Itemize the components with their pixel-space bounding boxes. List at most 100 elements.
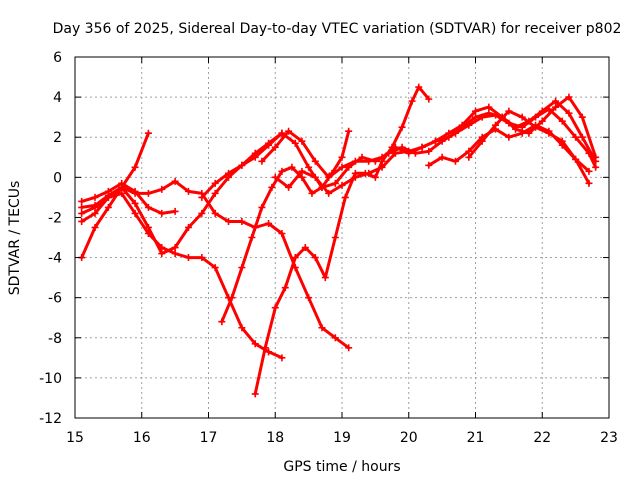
data-point-marker [265,139,273,147]
x-tick-label: 23 [600,430,618,446]
data-point-marker [211,209,219,217]
data-point-marker [545,129,553,137]
data-point-marker [184,254,192,262]
data-point-marker [431,137,439,145]
data-point-marker [318,183,326,191]
data-point-marker [532,113,540,121]
data-point-marker [78,197,86,205]
data-point-marker [445,129,453,137]
data-point-marker [532,123,540,131]
data-point-marker [91,203,99,211]
data-point-marker [131,209,139,217]
data-point-marker [118,189,126,197]
data-point-marker [278,354,286,362]
data-point-marker [131,199,139,207]
data-point-marker [578,133,586,141]
data-point-marker [518,123,526,131]
data-point-marker [251,223,259,231]
axis-ticks [74,56,610,419]
data-point-marker [465,147,473,155]
data-point-marker [211,189,219,197]
data-point-marker [378,163,386,171]
data-point-marker [338,181,346,189]
data-point-marker [211,264,219,272]
satellite-trace-1 [80,181,177,215]
data-point-marker [78,217,86,225]
data-point-marker [308,189,316,197]
data-point-marker [565,109,573,117]
data-point-marker [251,390,259,398]
y-tick-label: -10 [39,371,62,387]
data-point-marker [291,254,299,262]
data-point-marker [225,169,233,177]
data-point-marker [365,157,373,165]
x-tick-label: 18 [266,430,284,446]
data-point-marker [271,173,279,181]
data-point-marker [321,274,329,282]
data-point-marker [258,203,266,211]
y-tick-labels: -12 -10 -8 -6 -4 -2 0 2 4 6 [39,50,62,427]
data-point-marker [238,217,246,225]
x-tick-label: 21 [467,430,485,446]
data-point-marker [438,153,446,161]
x-tick-label: 16 [133,430,151,446]
data-point-marker [458,121,466,129]
data-point-marker [278,229,286,237]
data-point-marker [251,340,259,348]
data-point-marker [505,107,513,115]
data-point-marker [425,161,433,169]
data-point-marker [171,244,179,252]
y-tick-label: 4 [53,90,62,106]
data-point-marker [184,187,192,195]
data-point-marker [465,153,473,161]
data-point-marker [248,234,256,241]
data-point-marker [585,149,593,157]
data-point-marker [238,324,246,332]
data-point-marker [545,105,553,113]
x-tick-label: 20 [400,430,418,446]
data-point-marker [318,324,326,332]
data-point-marker [391,143,399,151]
x-tick-label: 19 [333,430,351,446]
data-point-marker [345,127,353,135]
data-point-marker [425,95,433,103]
data-point-marker [478,137,486,145]
data-point-marker [271,143,279,151]
chart-title: Day 356 of 2025, Sidereal Day-to-day VTE… [53,21,622,37]
data-point-marker [518,113,526,121]
data-point-marker [385,149,393,157]
data-point-marker [351,157,359,165]
data-point-marker [158,185,166,193]
data-point-marker [228,294,236,302]
data-point-marker [198,193,206,201]
data-point-marker [492,111,500,119]
data-point-marker [298,137,306,145]
data-point-marker [592,163,600,171]
x-tick-label: 22 [533,430,551,446]
data-point-marker [158,209,166,217]
data-point-marker [358,153,366,161]
y-axis-label: SDTVAR / TECUs [7,181,23,296]
data-point-marker [585,179,593,187]
y-tick-label: 2 [53,130,62,146]
data-point-marker [285,127,293,135]
data-point-marker [158,244,166,252]
data-point-marker [298,173,306,181]
data-point-marker [91,193,99,201]
data-point-marker [118,183,126,191]
data-point-marker [398,123,406,131]
data-point-marker [278,129,286,137]
data-point-marker [378,153,386,161]
x-tick-label: 17 [200,430,218,446]
y-tick-label: 0 [53,170,62,186]
data-point-marker [131,189,139,197]
data-point-marker [345,163,353,171]
data-point-marker [341,193,349,201]
data-point-marker [238,264,246,272]
data-point-marker [415,83,423,91]
data-point-marker [158,250,166,258]
data-point-marker [331,234,339,241]
data-point-marker [391,149,399,157]
data-point-marker [425,147,433,155]
